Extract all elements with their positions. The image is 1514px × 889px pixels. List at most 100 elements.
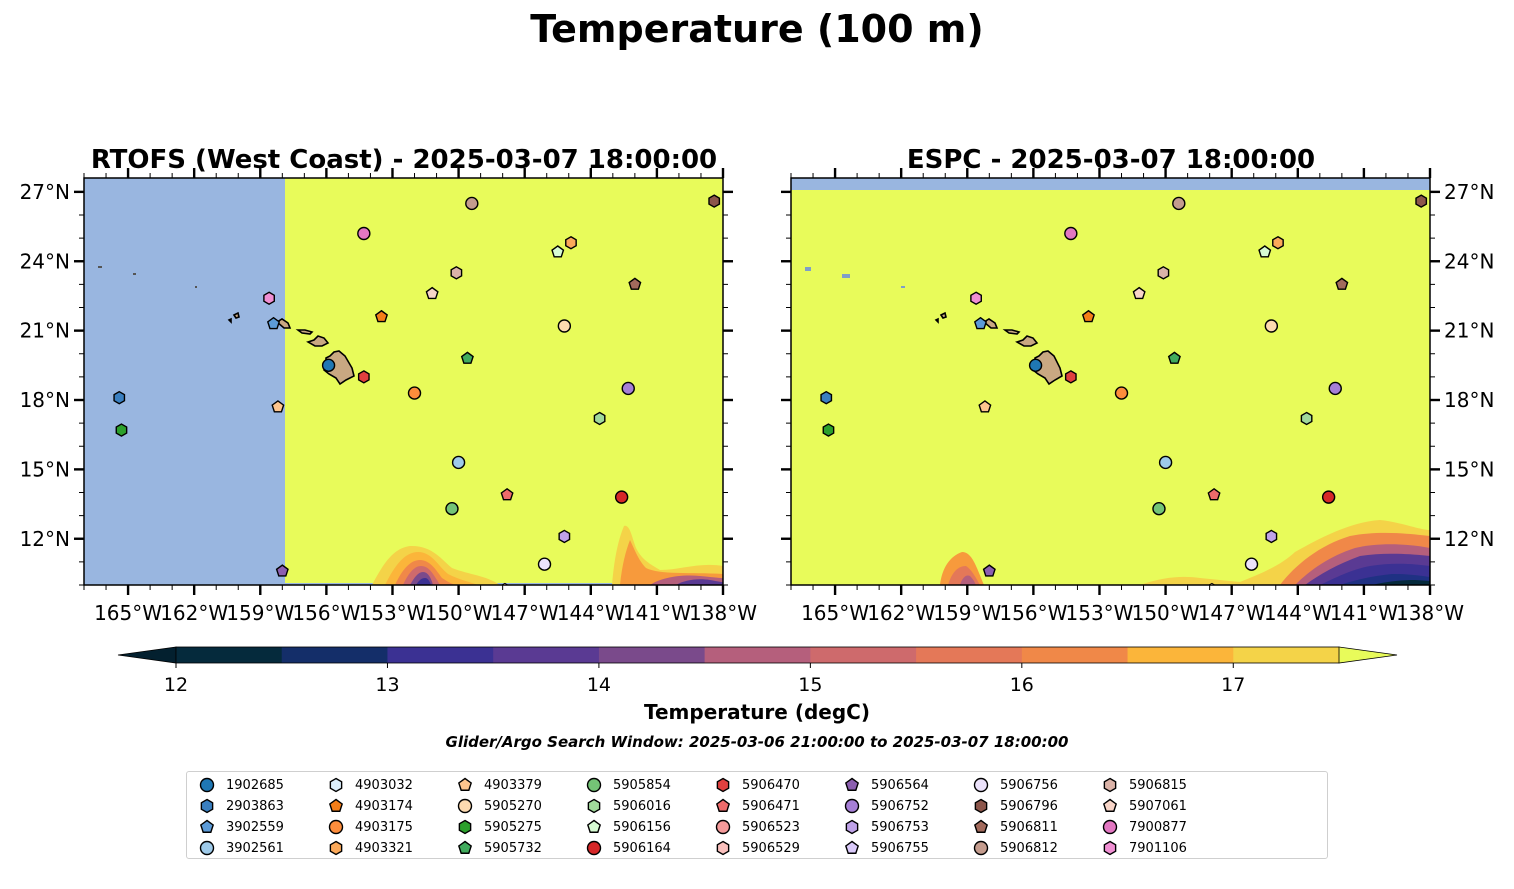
float-marker-5906470 [1064,370,1077,384]
colorbar-tick-label: 16 [1010,674,1034,696]
legend-label: 5905732 [484,840,542,856]
float-marker-5905732 [1167,351,1181,364]
legend-marker-icon [328,798,344,812]
float-marker-5906756 [537,557,552,571]
legend-marker-icon [329,840,343,856]
legend-item: 5906812 [972,838,1058,858]
legend-marker-icon [199,777,215,793]
float-marker-4903321 [565,235,577,250]
island-niihau [227,317,232,324]
legend-marker-icon [458,819,472,835]
island-kauai [939,311,947,319]
y-tick-label: 27°N [20,180,70,204]
float-marker-7901106 [970,291,982,306]
float-marker-1902685 [1028,358,1043,373]
legend-label: 3902561 [226,840,284,856]
legend-label: 5906523 [742,819,800,835]
float-marker-5906815 [450,266,463,280]
float-marker-4903321 [1272,235,1284,250]
float-marker-5905275 [115,423,128,437]
legend-item: 5906753 [843,817,929,837]
x-tick-label: 153°W [359,601,427,625]
float-marker-5906016 [593,411,606,426]
legend-marker-4903175 [328,819,344,835]
legend-item: 7900877 [1101,817,1187,837]
panel-title-espc: ESPC - 2025-03-07 18:00:00 [907,145,1315,175]
x-tick-label: 147°W [1198,601,1266,625]
float-marker-3902559 [266,316,281,330]
legend-item: 5905270 [456,796,542,816]
float-marker-5906471 [500,487,514,501]
legend-marker-3902561 [199,840,215,856]
legend-label: 5906812 [1000,840,1058,856]
island-maui [306,335,330,347]
map-panel-espc: 165°W162°W159°W156°W153°W150°W147°W144°W… [781,168,1494,625]
warm-region [791,178,1430,585]
legend-marker-icon [715,819,731,835]
float-marker-2903863 [820,390,833,405]
float-marker-5906756 [1244,557,1259,571]
colorbar-segment [916,647,1023,663]
x-tick-label: 156°W [292,601,360,625]
y-tick-label: 15°N [1444,457,1494,481]
legend-marker-5906523 [715,819,731,835]
island-oahu [275,318,292,329]
x-tick-label: 147°W [491,601,559,625]
legend-marker-icon [1102,798,1118,812]
legend-marker-5907061 [1102,798,1118,812]
legend-label: 7900877 [1129,819,1187,835]
legend-marker-5906796 [974,798,988,814]
legend-label: 5906470 [742,777,800,793]
legend-item: 3902559 [198,817,284,837]
figure-title: Temperature (100 m) [530,7,983,51]
map-frame [790,177,1431,586]
x-tick-label: 159°W [933,601,1001,625]
legend-item: 5906755 [843,838,929,858]
legend-label: 4903174 [355,798,413,814]
x-tick-label: 162°W [160,601,228,625]
legend-marker-icon [1103,840,1117,856]
float-marker-5906156 [551,245,565,258]
float-marker-5906752 [1328,381,1342,396]
x-tick-label: 141°W [623,601,691,625]
legend-marker-5906016 [587,798,601,814]
legend-marker-4903032 [329,777,343,793]
legend-item: 5906164 [585,838,671,858]
y-ticks: 27°N 24°N 21°N 18°N 15°N 12°N [781,180,1494,586]
colorbar-segment [704,647,811,663]
legend-marker-icon [715,798,731,812]
legend-item: 5906471 [714,796,800,816]
legend-item: 5907061 [1101,796,1187,816]
legend-item: 5906470 [714,775,800,795]
legend-label: 5906016 [613,798,671,814]
no-data-strip [791,178,1430,190]
x-tick-label: 141°W [1330,601,1398,625]
map-panel-rtofs: 165°W162°W159°W156°W153°W150°W147°W144°W… [20,168,757,625]
float-marker-4903379 [978,400,992,413]
float-marker-5906564 [275,564,289,577]
float-marker-4903174 [1081,309,1095,323]
legend-item: 4903175 [327,817,413,837]
legend-marker-icon [716,777,730,793]
legend-marker-5906812 [973,840,989,856]
x-tick-label: 138°W [1396,601,1464,625]
legend-marker-icon [845,819,859,835]
colorbar-frame [175,646,1340,664]
legend-marker-5906529 [716,840,730,856]
legend-label: 5906164 [613,840,671,856]
legend-marker-icon [457,840,473,854]
legend-label: 4903175 [355,819,413,835]
float-marker-5906016 [1300,411,1313,426]
legend-marker-icon [328,819,344,835]
colorbar: 12 13 14 15 16 17 [117,646,1398,696]
cold-tongue-contours [372,525,723,585]
x-tick-label: 150°W [1132,601,1200,625]
legend-marker-icon [587,798,601,814]
x-tick-label: 165°W [801,601,869,625]
legend-marker-icon [973,840,989,856]
legend-label: 4903321 [355,840,413,856]
float-marker-5906796 [708,194,721,208]
legend-item: 4903174 [327,796,413,816]
legend-marker-5906755 [844,840,860,854]
legend-item: 5905275 [456,817,542,837]
